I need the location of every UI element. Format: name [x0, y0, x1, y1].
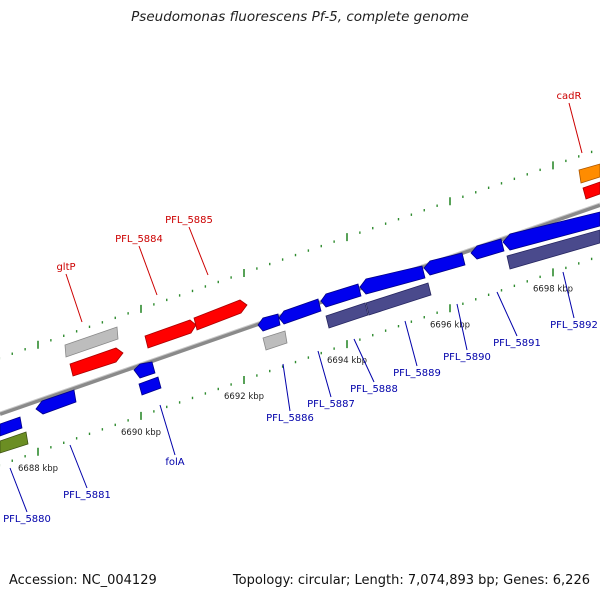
gene-label: PFL_5881 — [63, 490, 111, 501]
leader-line — [353, 338, 375, 383]
genome-summary: Topology: circular; Length: 7,074,893 bp… — [232, 573, 590, 588]
gene-PFL_5886[interactable] — [262, 330, 288, 351]
gene-cadR[interactable] — [582, 181, 600, 200]
tick-label: 6690 kbp — [121, 428, 161, 438]
gene-PFL_5890[interactable] — [423, 252, 466, 276]
gene-gltP-outer[interactable] — [64, 326, 119, 358]
gene-PFL_5887[interactable] — [278, 298, 322, 325]
gene-label: PFL_5885 — [165, 215, 213, 226]
gene-PFL_5885[interactable] — [193, 299, 248, 331]
reverse-tick-track — [0, 257, 593, 467]
forward-genes — [64, 163, 600, 377]
gene-PFL_5880[interactable] — [0, 416, 23, 437]
gene-PFL_5881[interactable] — [35, 389, 77, 415]
gene-PFL_5891[interactable] — [470, 238, 505, 260]
gene-folA-a[interactable] — [133, 361, 156, 379]
gene-cadR-partner[interactable] — [578, 163, 600, 184]
leader-line — [404, 320, 418, 367]
leader-line — [159, 404, 176, 456]
leader-line — [496, 291, 518, 337]
gene-gltP[interactable] — [69, 347, 124, 377]
gene-folA[interactable] — [138, 376, 162, 396]
accession-text: Accession: NC_004129 — [9, 573, 157, 588]
leader-line — [9, 467, 28, 513]
tick-label: 6698 kbp — [533, 284, 573, 294]
tick-label: 6696 kbp — [430, 320, 470, 330]
gene-PFL_5889[interactable] — [365, 282, 432, 316]
leader-line — [65, 273, 83, 323]
gene-label: gltP — [56, 262, 75, 273]
tick-label: 6692 kbp — [224, 392, 264, 402]
tick-label: 6694 kbp — [327, 356, 367, 366]
tick-label: 6688 kbp — [18, 464, 58, 474]
leader-line — [188, 226, 209, 276]
gene-PFL_5880-b[interactable] — [0, 431, 29, 454]
gene-PFL_5892-a[interactable] — [502, 211, 600, 251]
gene-PFL_5892[interactable] — [506, 229, 600, 270]
gene-label: PFL_5880 — [3, 514, 51, 525]
leader-line — [138, 245, 158, 296]
gene-label: PFL_5889 — [393, 368, 441, 379]
gene-label: cadR — [557, 91, 582, 102]
leader-line — [568, 102, 583, 154]
gene-label: PFL_5884 — [115, 234, 163, 245]
gene-label: PFL_5890 — [443, 352, 491, 363]
gene-label: PFL_5891 — [493, 338, 541, 349]
reverse-genes — [0, 211, 600, 454]
gene-PFL_5886-a[interactable] — [257, 313, 281, 332]
gene-label: folA — [165, 457, 184, 468]
gene-PFL_5888-a[interactable] — [320, 283, 362, 308]
leader-line — [562, 271, 575, 319]
gene-label: PFL_5892 — [550, 320, 598, 331]
gene-PFL_5889-a[interactable] — [359, 265, 426, 295]
gene-PFL_5888[interactable] — [325, 302, 369, 329]
gene-label: PFL_5886 — [266, 413, 314, 424]
leader-line — [456, 303, 468, 351]
leader-line — [69, 444, 88, 489]
gene-PFL_5884[interactable] — [144, 319, 197, 349]
forward-tick-track — [0, 150, 593, 360]
leader-line — [282, 363, 291, 412]
map-title: Pseudomonas fluorescens Pf-5, complete g… — [131, 9, 469, 25]
leader-line — [317, 350, 332, 398]
gene-label: PFL_5888 — [350, 384, 398, 395]
gene-label: PFL_5887 — [307, 399, 355, 410]
tick-labels: 6688 kbp 6690 kbp 6692 kbp 6694 kbp 6696 kbp… — [18, 284, 573, 474]
